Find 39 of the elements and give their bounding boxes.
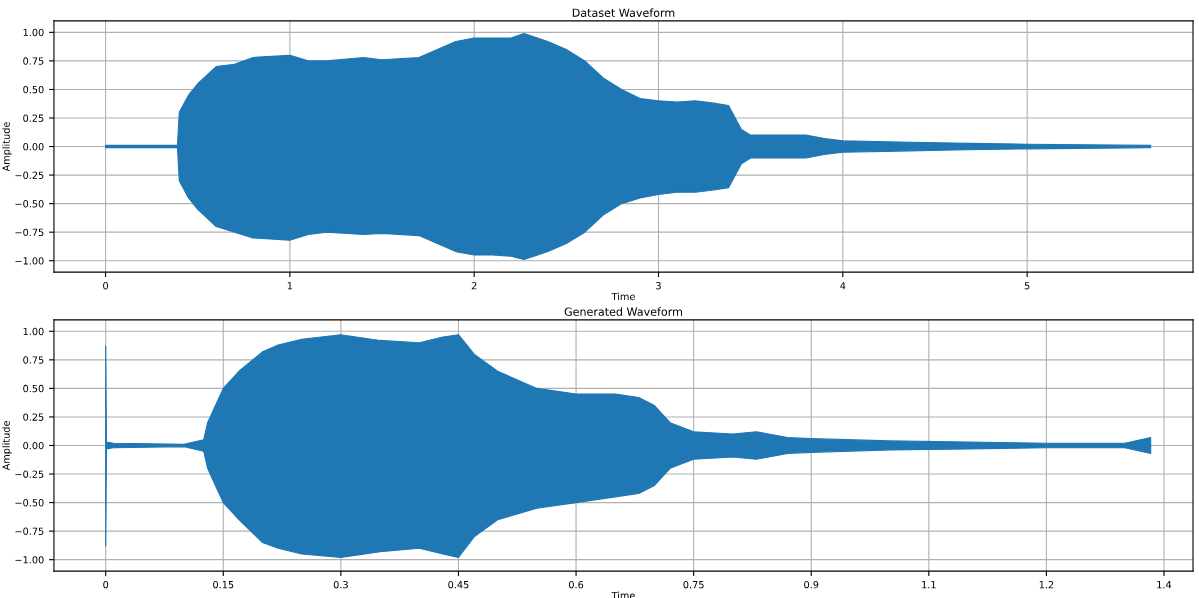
chart-title: Generated Waveform [564,307,682,316]
x-tick-label: 1 [287,282,293,290]
y-tick-label: −0.50 [15,499,44,507]
x-tick-label: 0.6 [568,580,584,589]
y-tick-label: 0.50 [23,85,44,94]
x-tick-label: 0 [103,282,109,290]
y-axis-title: Amplitude [2,421,12,471]
x-tick-label: 0 [103,580,109,589]
x-axis-title: Time [611,292,635,301]
x-tick-label: 0.45 [448,580,469,589]
x-tick-label: 2 [471,282,477,290]
x-tick-label: 4 [840,282,846,290]
x-tick-label: 1.2 [1039,580,1054,589]
x-tick-label: 1.4 [1157,581,1172,589]
x-tick-label: 3 [656,282,661,290]
y-axis-title: Amplitude [2,122,12,172]
y-tick-label: −1.00 [15,257,44,265]
y-tick-label: −0.75 [15,527,44,535]
y-tick-label: 0.75 [23,356,44,364]
y-tick-label: 0.25 [23,114,44,122]
y-tick-label: 0.25 [23,413,44,421]
x-tick-label: 1.1 [922,581,936,589]
y-tick-label: 1.00 [23,327,44,336]
y-tick-label: −0.25 [15,171,44,179]
x-tick-label: 0.75 [683,580,704,589]
y-tick-label: −1.00 [15,556,44,564]
x-tick-label: 0.15 [213,580,234,589]
y-tick-label: 0.00 [23,143,44,151]
x-tick-label: 5 [1024,282,1030,290]
y-tick-label: 0.00 [23,441,44,450]
y-tick-label: −0.25 [15,470,44,478]
y-tick-label: 1.00 [23,28,44,37]
y-tick-label: 0.75 [23,57,44,65]
y-tick-label: 0.50 [23,384,44,393]
x-tick-label: 0.9 [804,580,819,589]
y-tick-label: −0.75 [15,228,44,237]
x-tick-label: 0.3 [333,580,348,589]
y-tick-label: −0.50 [15,200,44,208]
chart-title: Dataset Waveform [572,8,675,17]
